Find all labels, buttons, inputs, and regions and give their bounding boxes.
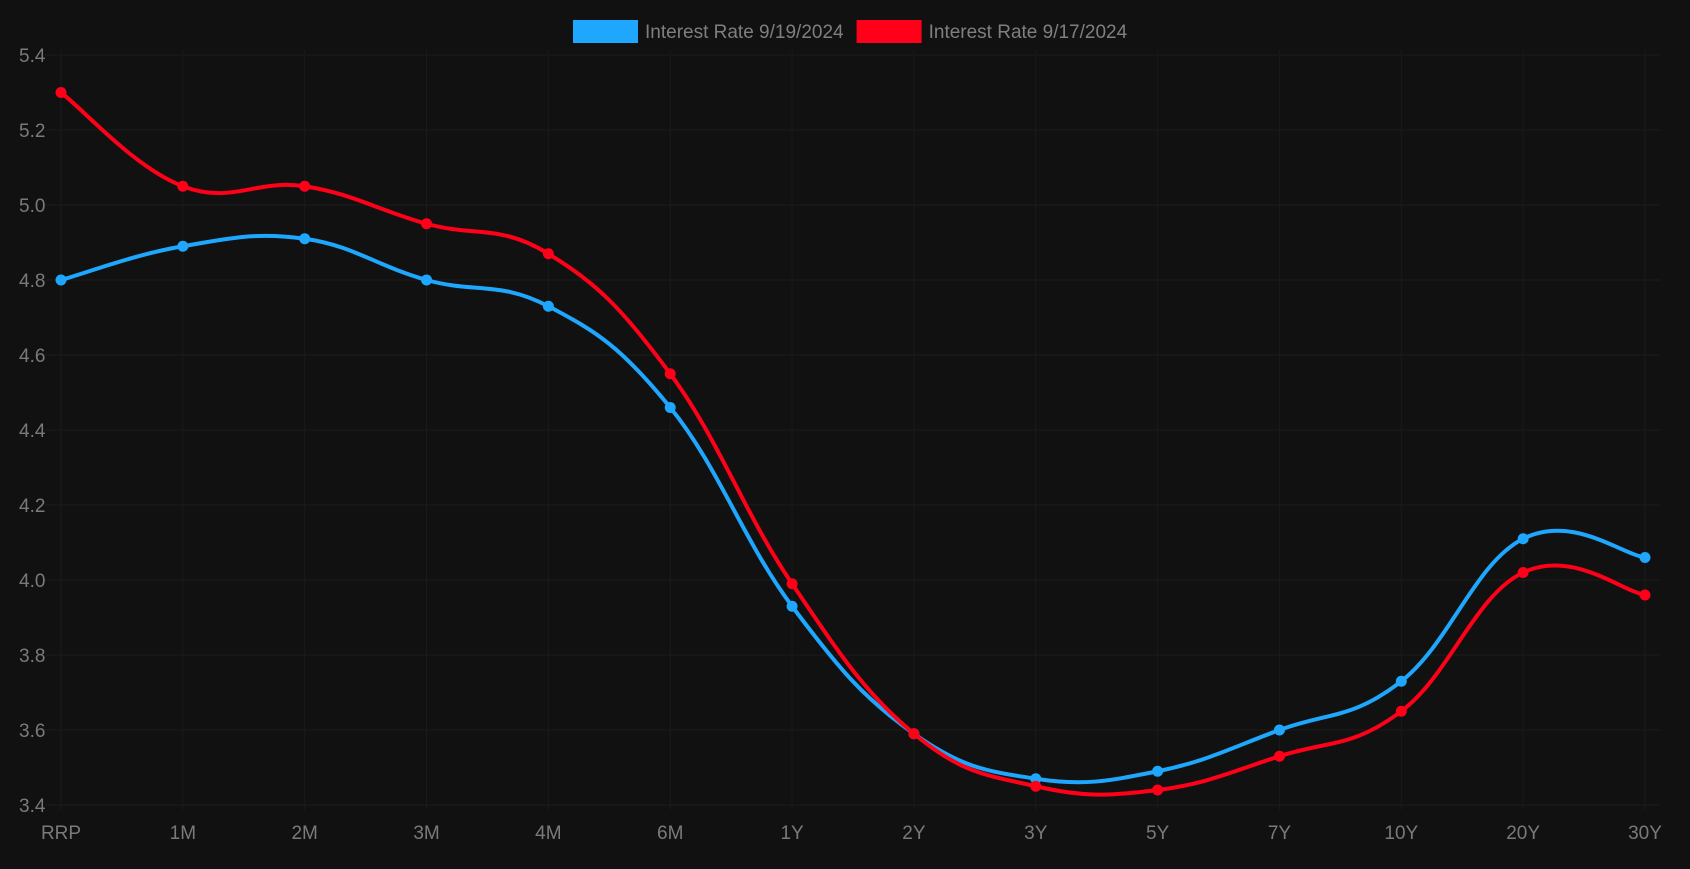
y-tick-label: 4.2 — [19, 496, 45, 517]
x-tick-label: 30Y — [1628, 823, 1662, 844]
data-point[interactable] — [55, 87, 67, 98]
x-tick-label: 1M — [170, 823, 196, 844]
data-point[interactable] — [1639, 552, 1651, 563]
data-point[interactable] — [421, 218, 433, 230]
x-tick-label: 10Y — [1384, 823, 1418, 844]
y-tick-label: 4.8 — [19, 271, 45, 292]
data-point[interactable] — [664, 368, 676, 380]
y-tick-label: 5.0 — [19, 196, 45, 217]
y-tick-label: 5.4 — [19, 46, 46, 67]
data-point[interactable] — [55, 274, 67, 286]
legend-label: Interest Rate 9/19/2024 — [645, 22, 844, 43]
x-tick-label: 5Y — [1146, 823, 1170, 844]
x-axis: RRP 1M 2M 3M 4M 6M 1Y 2Y 3Y 5Y 7Y 10Y 20Y 30Y — [41, 823, 1662, 844]
legend-swatch — [573, 20, 638, 43]
data-point[interactable] — [1395, 705, 1407, 717]
grid-layer — [45, 50, 1660, 810]
legend-swatch — [856, 20, 922, 43]
data-point[interactable] — [1517, 533, 1529, 545]
series-layer — [55, 87, 1651, 797]
data-point[interactable] — [177, 240, 189, 252]
legend-item[interactable]: Interest Rate 9/19/2024 — [573, 20, 844, 43]
data-point[interactable] — [1030, 780, 1042, 792]
data-point[interactable] — [786, 600, 798, 612]
data-point[interactable] — [1395, 675, 1407, 687]
x-tick-label: 2M — [291, 823, 317, 844]
data-point[interactable] — [542, 300, 554, 312]
x-tick-label: 2Y — [902, 823, 926, 844]
x-tick-label: 1Y — [780, 823, 804, 844]
y-tick-label: 3.6 — [19, 721, 45, 742]
legend-item[interactable]: Interest Rate 9/17/2024 — [856, 20, 1128, 43]
x-tick-label: 6M — [657, 823, 683, 844]
x-tick-label: 20Y — [1506, 823, 1540, 844]
data-point[interactable] — [1152, 784, 1164, 796]
data-point[interactable] — [1273, 750, 1285, 762]
y-tick-label: 3.4 — [19, 796, 46, 817]
x-tick-label: RRP — [41, 823, 81, 844]
data-point[interactable] — [1152, 765, 1164, 777]
data-point[interactable] — [664, 402, 676, 413]
data-point[interactable] — [908, 728, 920, 740]
y-tick-label: 4.6 — [19, 346, 45, 367]
data-point[interactable] — [786, 578, 798, 590]
data-point[interactable] — [299, 233, 311, 245]
data-point[interactable] — [1517, 567, 1529, 578]
data-point[interactable] — [421, 274, 433, 286]
data-point[interactable] — [299, 180, 311, 192]
data-point[interactable] — [542, 248, 554, 260]
y-axis: 5.4 5.2 5.0 4.8 4.6 4.4 4.2 4.0 3.8 3.6 3.4 — [19, 46, 46, 817]
legend-label: Interest Rate 9/17/2024 — [929, 22, 1128, 43]
y-tick-label: 4.0 — [19, 571, 45, 592]
legend: Interest Rate 9/19/2024 Interest Rate 9/1… — [573, 20, 1128, 43]
y-tick-label: 4.4 — [19, 421, 46, 442]
data-point[interactable] — [1639, 589, 1651, 601]
data-point[interactable] — [177, 180, 189, 192]
y-tick-label: 5.2 — [19, 121, 45, 142]
y-tick-label: 3.8 — [19, 646, 45, 667]
x-tick-label: 3M — [413, 823, 439, 844]
series-1 — [55, 87, 1651, 797]
x-tick-label: 4M — [535, 823, 561, 844]
data-point[interactable] — [1273, 724, 1285, 736]
x-tick-label: 7Y — [1268, 823, 1292, 844]
x-tick-label: 3Y — [1024, 823, 1048, 844]
